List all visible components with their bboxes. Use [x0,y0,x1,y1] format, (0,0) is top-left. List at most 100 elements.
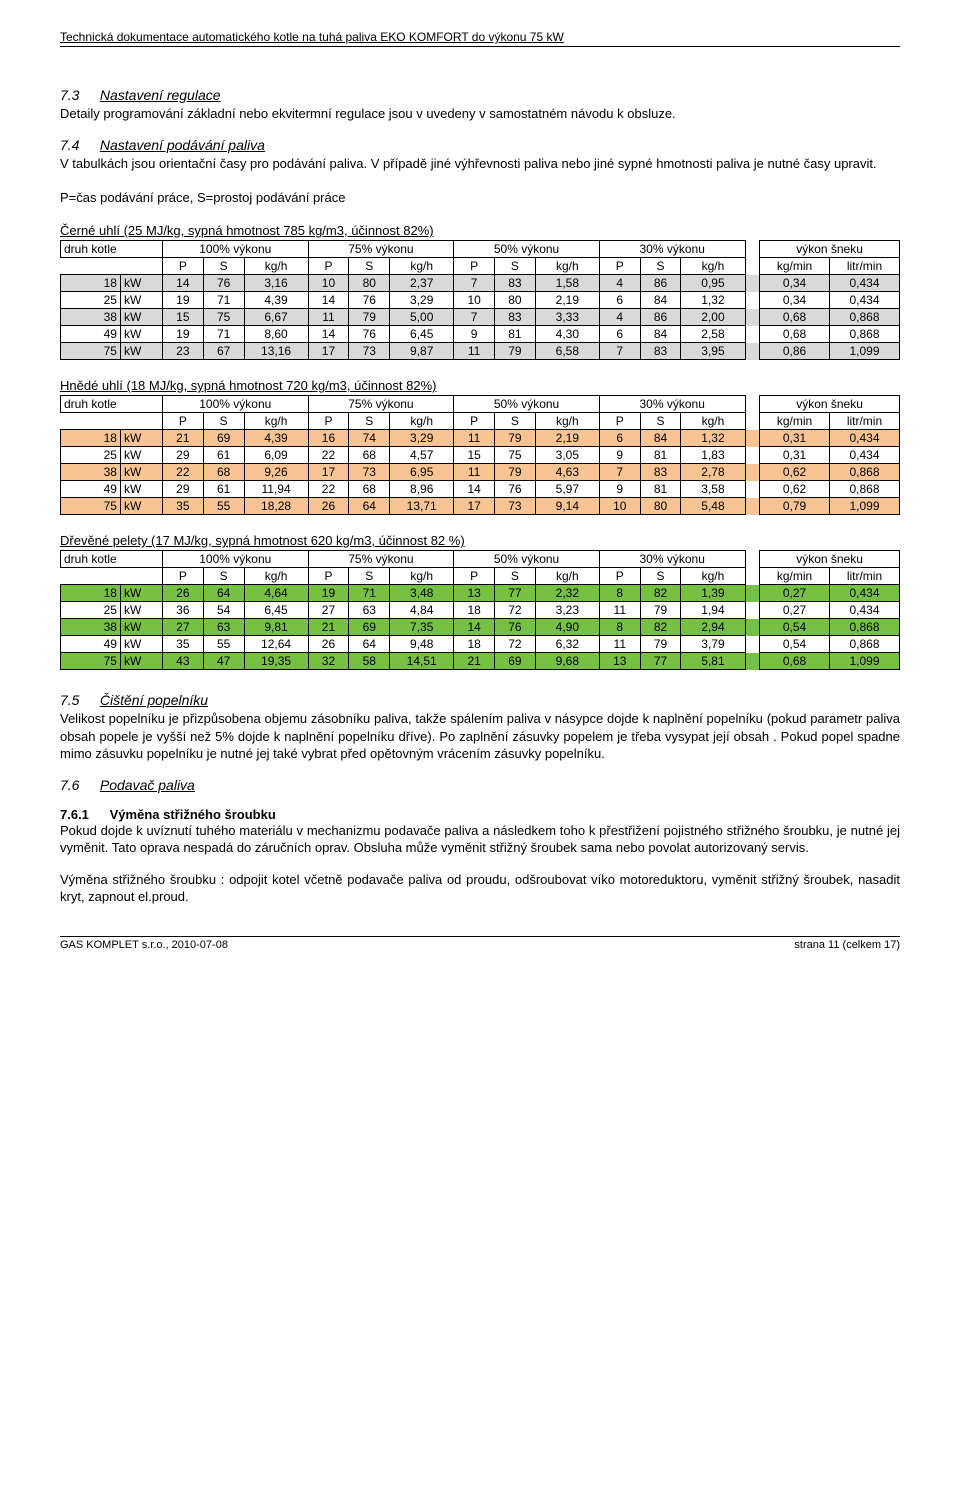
table-row: 25kW29616,0922684,5715753,059811,830,310… [61,447,900,464]
cell-P: 6 [599,292,640,309]
cell-S: 74 [349,430,390,447]
cell-kgmin: 0,79 [760,498,830,515]
col-kgh: kg/h [390,413,454,430]
section-7-4-heading: 7.4 Nastavení podávání paliva [60,137,900,153]
fuel-table: druh kotle100% výkonu75% výkonu50% výkon… [60,395,900,515]
section-title: Čištění popelníku [100,692,208,708]
col-S: S [203,413,244,430]
cell-lmin: 0,868 [829,309,899,326]
table-row: 25kW19714,3914763,2910802,196841,320,340… [61,292,900,309]
cell-lmin: 0,434 [829,275,899,292]
col-druh: druh kotle [61,241,163,258]
section-7-6-1-body2: Výměna střižného šroubku : odpojit kotel… [60,871,900,906]
cell-P: 26 [308,636,349,653]
cell-kgh: 9,68 [535,653,599,670]
cell-lmin: 0,868 [829,636,899,653]
col-kgh: kg/h [244,413,308,430]
section-num: 7.3 [60,87,96,103]
cell-kgh: 1,32 [681,430,745,447]
col-P: P [162,258,203,275]
cell-kgh: 3,79 [681,636,745,653]
cell-kgh: 13,16 [244,343,308,360]
col-S: S [495,413,536,430]
col-100: 100% výkonu [162,396,308,413]
table-header-row: druh kotle100% výkonu75% výkonu50% výkon… [61,396,900,413]
col-P: P [308,568,349,585]
cell-S: 69 [349,619,390,636]
col-lmin: litr/min [829,568,899,585]
cell-S: 64 [203,585,244,602]
col-kgh: kg/h [244,568,308,585]
footer-right: strana 11 (celkem 17) [794,939,900,951]
cell-kgmin: 0,86 [760,343,830,360]
cell-P: 19 [162,326,203,343]
col-P: P [599,413,640,430]
cell-kgh: 13,71 [390,498,454,515]
cell-kgh: 8,96 [390,481,454,498]
cell-S: 75 [203,309,244,326]
cell-P: 43 [162,653,203,670]
cell-kgmin: 0,31 [760,430,830,447]
spacer [745,551,760,568]
cell-kgh: 1,94 [681,602,745,619]
cell-kgh: 12,64 [244,636,308,653]
page-footer: GAS KOMPLET s.r.o., 2010-07-08 strana 11… [60,936,900,951]
spacer [745,602,760,619]
cell-kgmin: 0,27 [760,602,830,619]
cell-S: 77 [495,585,536,602]
table-row: 38kW22689,2617736,9511794,637832,780,620… [61,464,900,481]
cell-unit: kW [120,653,162,670]
cell-kgh: 6,32 [535,636,599,653]
section-7-6-1-body1: Pokud dojde k uvíznutí tuhého materiálu … [60,822,900,857]
cell-S: 76 [203,275,244,292]
cell-P: 11 [599,636,640,653]
cell-P: 11 [454,343,495,360]
cell-S: 80 [349,275,390,292]
cell-kgmin: 0,34 [760,292,830,309]
cell-kgh: 3,58 [681,481,745,498]
cell-unit: kW [120,602,162,619]
cell-P: 7 [599,464,640,481]
cell-P: 22 [308,481,349,498]
col-S: S [349,258,390,275]
section-num: 7.4 [60,137,96,153]
cell-S: 84 [640,430,681,447]
cell-S: 81 [640,481,681,498]
col-kgh: kg/h [390,568,454,585]
cell-kgh: 4,63 [535,464,599,481]
cell-S: 47 [203,653,244,670]
spacer [745,241,760,258]
cell-kgh: 6,45 [244,602,308,619]
cell-kgh: 1,32 [681,292,745,309]
cell-unit: kW [120,309,162,326]
cell-P: 13 [599,653,640,670]
cell-unit: kW [120,275,162,292]
cell-kw: 38 [61,464,121,481]
cell-kgh: 7,35 [390,619,454,636]
table-subheader-row: PSkg/hPSkg/hPSkg/hPSkg/hkg/minlitr/min [61,258,900,275]
col-30: 30% výkonu [599,396,745,413]
cell-S: 84 [640,292,681,309]
cell-P: 16 [308,430,349,447]
cell-lmin: 0,868 [829,481,899,498]
cell-lmin: 0,434 [829,585,899,602]
col-lmin: litr/min [829,413,899,430]
cell-S: 73 [349,343,390,360]
cell-lmin: 0,434 [829,430,899,447]
spacer [745,585,760,602]
spacer [745,258,760,275]
spacer [745,619,760,636]
cell-lmin: 0,868 [829,326,899,343]
cell-kgh: 2,37 [390,275,454,292]
cell-S: 68 [349,447,390,464]
table-row: 18kW21694,3916743,2911792,196841,320,310… [61,430,900,447]
cell-S: 71 [349,585,390,602]
section-num: 7.6 [60,777,96,793]
legend-text: P=čas podávání práce, S=prostoj podávání… [60,190,900,205]
cell-P: 17 [308,464,349,481]
cell-kw: 75 [61,498,121,515]
cell-kgh: 4,57 [390,447,454,464]
cell-P: 26 [162,585,203,602]
col-75: 75% výkonu [308,241,454,258]
section-7-6-1-heading: 7.6.1 Výměna střižného šroubku [60,807,900,822]
